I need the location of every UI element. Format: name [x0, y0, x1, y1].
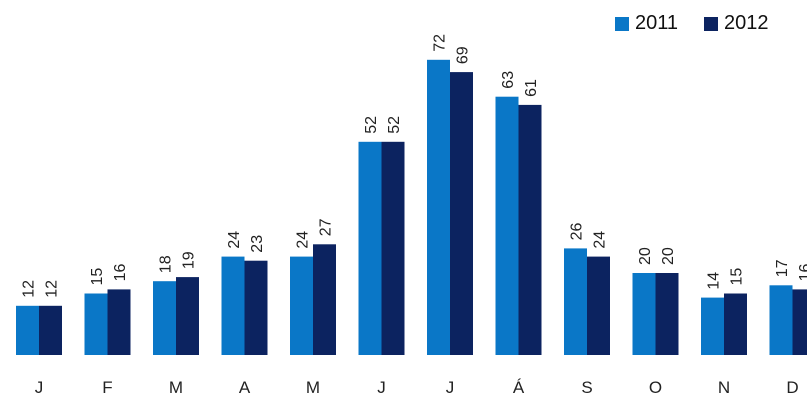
- bar-2012-4: [313, 244, 336, 355]
- value-label-2012-1: 16: [112, 264, 129, 282]
- value-label-2012-9: 20: [660, 247, 677, 265]
- x-tick-label-11: D: [786, 378, 798, 397]
- bar-2012-0: [39, 305, 62, 355]
- bar-2011-8: [564, 248, 587, 355]
- bar-2011-4: [290, 256, 313, 355]
- bar-2012-7: [518, 104, 542, 356]
- x-tick-label-3: A: [239, 378, 251, 397]
- bar-2011-0: [16, 305, 39, 355]
- value-label-2011-5: 52: [363, 116, 380, 134]
- value-label-2011-6: 72: [432, 34, 449, 52]
- x-tick-label-1: F: [102, 378, 112, 397]
- bar-2012-3: [244, 260, 268, 355]
- bar-2012-8: [587, 256, 610, 355]
- value-label-2011-9: 20: [637, 247, 654, 265]
- legend-item-2012: 2012: [704, 12, 769, 35]
- bar-2012-11: [792, 289, 807, 355]
- x-tick-label-9: O: [649, 378, 662, 397]
- value-label-2012-10: 15: [729, 268, 746, 286]
- value-label-2011-10: 14: [706, 272, 723, 290]
- value-label-2011-7: 63: [500, 71, 517, 89]
- x-tick-label-5: J: [377, 378, 386, 397]
- bar-2012-6: [450, 72, 473, 355]
- value-label-2011-8: 26: [569, 223, 586, 241]
- value-label-2012-11: 16: [797, 264, 807, 282]
- legend-label-2012: 2012: [724, 12, 769, 34]
- value-label-2011-4: 24: [295, 231, 312, 249]
- bar-2012-10: [724, 293, 747, 355]
- value-label-2011-0: 12: [21, 280, 38, 298]
- value-label-2011-3: 24: [226, 231, 243, 249]
- value-label-2011-1: 15: [89, 268, 106, 286]
- x-tick-label-8: S: [581, 378, 592, 397]
- value-label-2012-0: 12: [44, 280, 61, 298]
- bar-2012-9: [655, 273, 679, 355]
- value-label-2012-2: 19: [181, 251, 198, 269]
- value-label-2012-4: 27: [318, 218, 335, 236]
- legend-swatch-2012: [704, 16, 719, 31]
- bar-2012-5: [381, 141, 405, 355]
- bar-2012-1: [107, 289, 131, 355]
- chart-legend: 2011 2012: [615, 12, 769, 35]
- value-label-2012-7: 61: [523, 79, 540, 97]
- value-label-2011-2: 18: [158, 255, 175, 273]
- x-tick-label-6: J: [446, 378, 455, 397]
- bar-2012-2: [176, 277, 199, 355]
- legend-label-2011: 2011: [635, 12, 679, 34]
- bar-2011-9: [632, 273, 656, 355]
- bar-2011-1: [84, 293, 108, 355]
- bar-2011-5: [358, 141, 382, 355]
- value-label-2012-5: 52: [386, 116, 403, 134]
- x-tick-label-10: N: [718, 378, 730, 397]
- bar-2011-11: [769, 285, 793, 355]
- x-tick-label-2: M: [169, 378, 183, 397]
- bar-2011-6: [427, 59, 450, 356]
- bar-2011-7: [495, 96, 519, 355]
- bar-2011-10: [701, 297, 724, 355]
- value-label-2012-6: 69: [455, 46, 472, 64]
- value-label-2012-3: 23: [249, 235, 266, 253]
- x-tick-label-0: J: [35, 378, 44, 397]
- x-tick-label-7: Á: [513, 378, 525, 397]
- bar-2011-3: [221, 256, 245, 355]
- x-tick-label-4: M: [306, 378, 320, 397]
- value-label-2011-11: 17: [774, 259, 791, 277]
- value-label-2012-8: 24: [592, 231, 609, 249]
- legend-swatch-2011: [615, 16, 629, 31]
- bar-2011-2: [153, 281, 176, 355]
- legend-item-2011: 2011: [615, 12, 678, 35]
